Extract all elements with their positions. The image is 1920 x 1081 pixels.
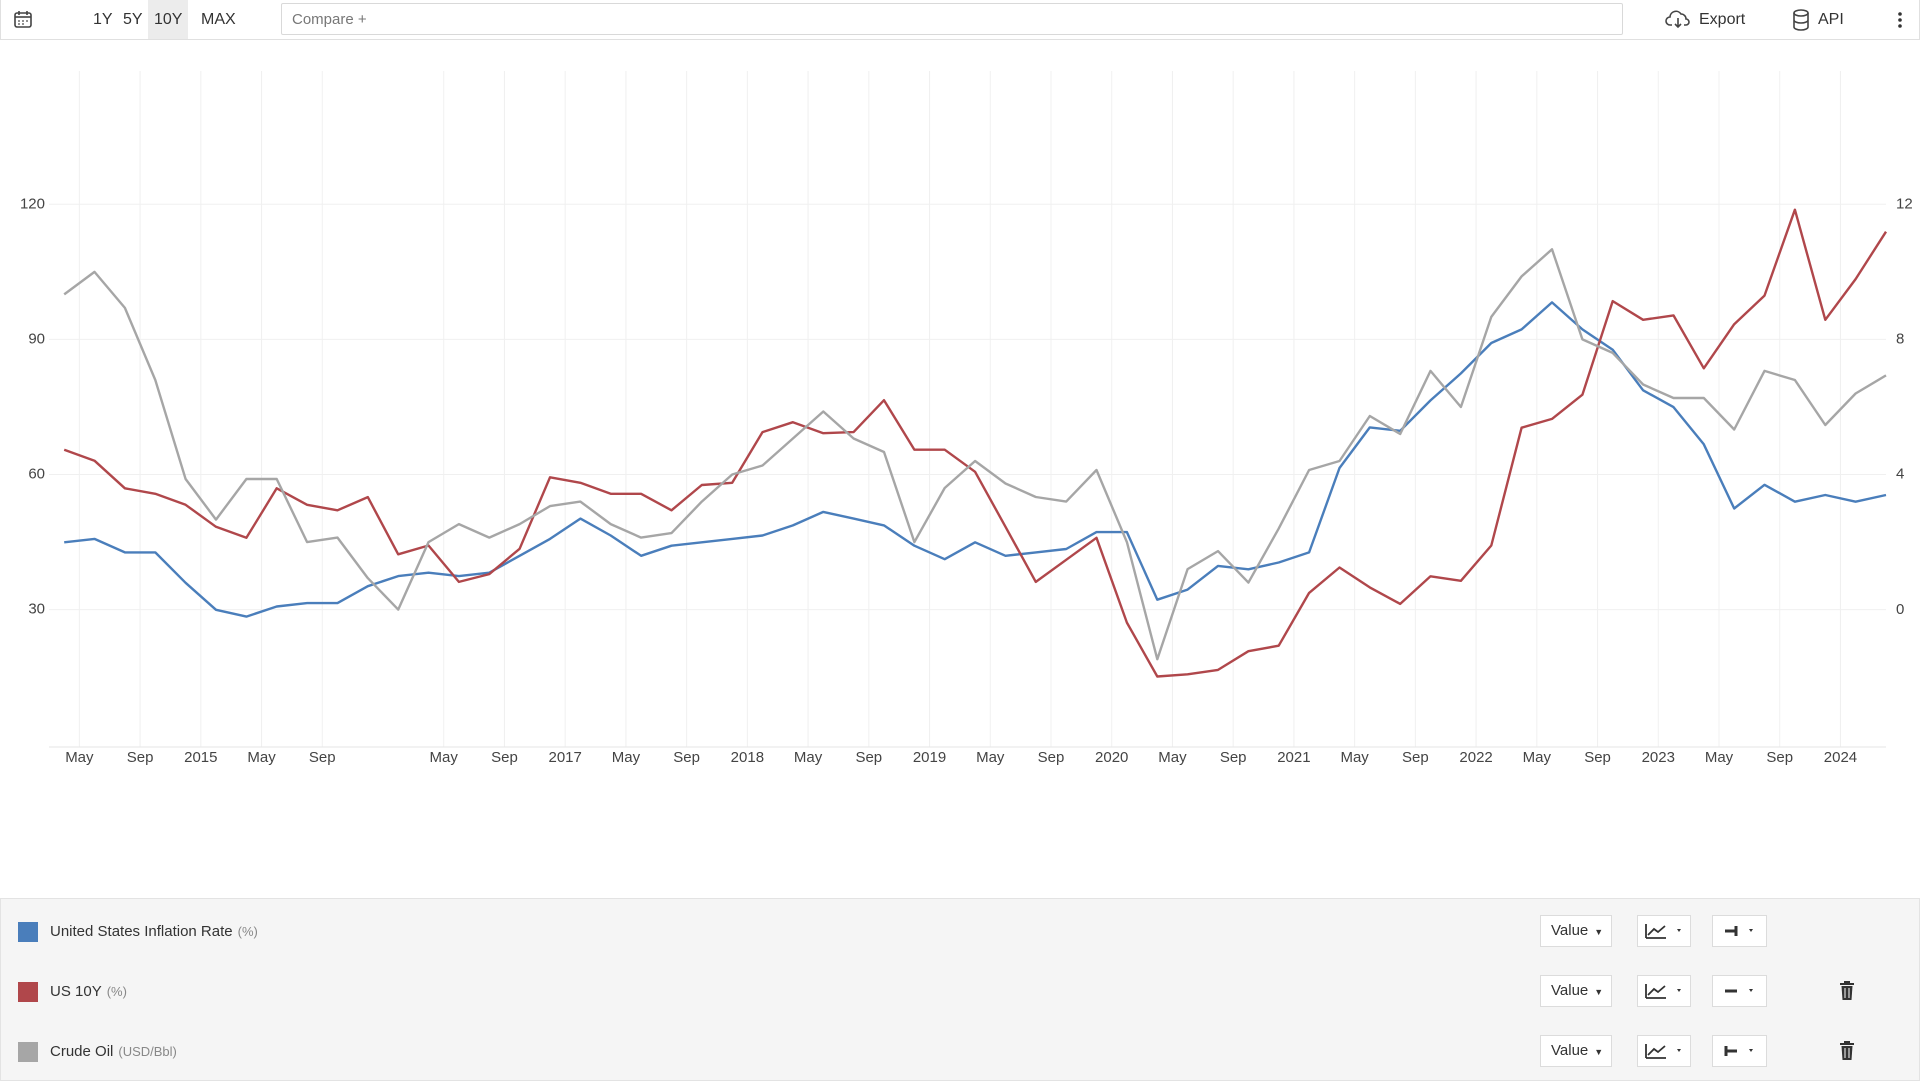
y-tick-label: 30 — [28, 601, 45, 618]
axis-icon — [1725, 926, 1753, 936]
x-tick-label: May — [612, 749, 641, 766]
legend-label: Crude Oil (USD/Bbl) — [50, 1032, 177, 1072]
x-tick-label: Sep — [673, 749, 700, 766]
x-tick-label: May — [794, 749, 823, 766]
y2-tick-label: 4 — [1896, 466, 1904, 483]
range-button[interactable]: 1Y — [93, 11, 113, 28]
x-tick-label: May — [430, 749, 459, 766]
x-tick-label: May — [976, 749, 1005, 766]
x-tick-label: May — [65, 749, 94, 766]
delete-button[interactable] — [1837, 1040, 1857, 1062]
line-icon — [1645, 924, 1681, 939]
compare-input[interactable]: Compare + — [281, 3, 1623, 35]
x-tick-label: 2023 — [1642, 749, 1675, 766]
axis-dropdown[interactable] — [1712, 1035, 1767, 1067]
trash-icon — [1840, 1041, 1854, 1060]
x-tick-label: May — [1523, 749, 1552, 766]
x-tick-label: 2020 — [1095, 749, 1128, 766]
series-unit: (USD/Bbl) — [118, 1044, 177, 1059]
series-unit: (%) — [237, 924, 258, 939]
legend-panel: United States Inflation Rate (%) Value ▼ US … — [0, 898, 1920, 1081]
x-tick-label: Sep — [491, 749, 518, 766]
legend-swatch — [18, 922, 38, 942]
y2-tick-label: 0 — [1896, 601, 1904, 618]
y2-tick-label: 12 — [1896, 195, 1913, 212]
x-tick-label: 2021 — [1277, 749, 1310, 766]
legend-swatch — [18, 982, 38, 1002]
legend-row: US 10Y (%) Value ▼ — [1, 972, 1919, 1012]
api-button[interactable]: API — [1818, 11, 1844, 28]
axis-icon — [1724, 1046, 1753, 1056]
y-tick-label: 90 — [28, 330, 45, 347]
trash-icon — [1840, 981, 1854, 1000]
y-tick-label: 60 — [28, 465, 45, 482]
y-tick-label: 120 — [20, 195, 45, 212]
x-tick-label: Sep — [309, 749, 336, 766]
legend-row: Crude Oil (USD/Bbl) Value ▼ — [1, 1032, 1919, 1072]
chart-type-dropdown[interactable] — [1637, 1035, 1691, 1067]
legend-swatch — [18, 1042, 38, 1062]
range-button[interactable]: 10Y — [148, 0, 189, 39]
legend-row: United States Inflation Rate (%) Value ▼ — [1, 912, 1919, 952]
range-button[interactable]: MAX — [201, 11, 236, 28]
x-tick-label: Sep — [1038, 749, 1065, 766]
chart-type-dropdown[interactable] — [1637, 975, 1691, 1007]
x-tick-label: Sep — [1766, 749, 1793, 766]
x-tick-label: Sep — [127, 749, 154, 766]
x-tick-label: Sep — [1402, 749, 1429, 766]
series-name: US 10Y — [50, 983, 102, 1000]
x-tick-label: 2022 — [1459, 749, 1492, 766]
api-icon[interactable] — [1791, 8, 1811, 32]
delete-button[interactable] — [1837, 980, 1857, 1002]
axis-dropdown[interactable] — [1712, 915, 1767, 947]
line-icon — [1645, 984, 1681, 999]
x-tick-label: Sep — [855, 749, 882, 766]
x-tick-label: 2015 — [184, 749, 217, 766]
x-tick-label: 2019 — [913, 749, 946, 766]
calendar-icon[interactable] — [13, 9, 33, 29]
series-name: Crude Oil — [50, 1043, 114, 1060]
dropdown-caret: ▼ — [1594, 987, 1604, 997]
chart-type-dropdown[interactable] — [1637, 915, 1691, 947]
x-tick-label: May — [1158, 749, 1187, 766]
export-icon[interactable] — [1665, 8, 1691, 30]
chart: May Sep 2015 May Sep May Sep 2017 May Sep 2018 May S… — [20, 71, 1913, 766]
export-button[interactable]: Export — [1699, 11, 1746, 28]
legend-label: US 10Y (%) — [50, 972, 127, 1012]
series-unit: (%) — [106, 984, 127, 999]
x-tick-label: Sep — [1584, 749, 1611, 766]
line-icon — [1645, 1044, 1681, 1059]
series-name: United States Inflation Rate — [50, 923, 233, 940]
x-tick-label: May — [1705, 749, 1734, 766]
axis-dropdown[interactable] — [1712, 975, 1767, 1007]
x-tick-label: May — [1340, 749, 1369, 766]
x-tick-label: Sep — [1220, 749, 1247, 766]
axis-icon — [1725, 989, 1753, 993]
toolbar: Compare + Export API 1Y 5Y 10Y MAX — [0, 0, 1920, 40]
dropdown-caret: ▼ — [1594, 927, 1604, 937]
value-dropdown[interactable]: Value ▼ — [1540, 975, 1612, 1007]
dropdown-label: Value — [1551, 922, 1589, 939]
y2-tick-label: 8 — [1896, 331, 1904, 348]
series-line — [64, 301, 1887, 618]
value-dropdown[interactable]: Value ▼ — [1540, 915, 1612, 947]
range-button[interactable]: 5Y — [123, 11, 143, 28]
x-tick-label: 2017 — [548, 749, 581, 766]
series-line — [63, 208, 1888, 678]
value-dropdown[interactable]: Value ▼ — [1540, 1035, 1612, 1067]
x-tick-label: 2018 — [731, 749, 764, 766]
dropdown-caret: ▼ — [1594, 1047, 1604, 1057]
menu-icon[interactable] — [1895, 10, 1905, 30]
x-tick-label: May — [247, 749, 276, 766]
legend-label: United States Inflation Rate (%) — [50, 912, 258, 952]
x-tick-label: 2024 — [1824, 749, 1857, 766]
dropdown-label: Value — [1551, 982, 1589, 999]
dropdown-label: Value — [1551, 1042, 1589, 1059]
series-line — [63, 248, 1887, 661]
